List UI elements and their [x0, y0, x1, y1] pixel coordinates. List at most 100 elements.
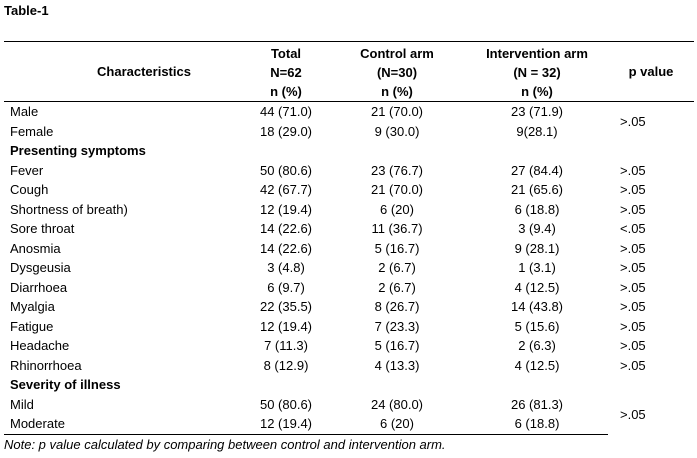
table-header-row: Characteristics Total N=62 n (%) Control… — [4, 41, 694, 102]
row-label: Fever — [10, 162, 44, 178]
cell-intervention: 6 (18.8) — [514, 201, 560, 217]
cell-intervention: 26 (81.3) — [510, 396, 564, 412]
cell-intervention: 23 (71.9) — [466, 101, 608, 122]
row-label: Moderate — [4, 414, 244, 435]
cell-control: 24 (80.0) — [370, 396, 424, 412]
cell-control: 21 (70.0) — [370, 182, 424, 197]
cell-intervention: 3 (9.4) — [518, 221, 556, 236]
cell-total: 8 (12.9) — [263, 357, 309, 373]
row-label: Mild — [10, 396, 34, 412]
header-control: Control arm (N=30) n (%) — [328, 42, 466, 102]
cell-p-value: >.05 — [620, 201, 646, 217]
row-label: Sore throat — [10, 221, 75, 236]
row-label: Diarrhoea — [10, 279, 68, 295]
table-row: Rhinorrhoea 8 (12.9) 4 (13.3) 4 (12.5) >… — [4, 356, 694, 376]
cell-p-value: >.05 — [620, 299, 646, 314]
row-label: Fatigue — [10, 318, 54, 334]
cell-p-value: >.05 — [608, 101, 694, 141]
cell-total: 14 (22.6) — [259, 240, 313, 256]
section-heading-row: Presenting symptoms — [4, 141, 694, 161]
cell-control: 2 (6.7) — [378, 260, 416, 275]
section-heading-symptoms: Presenting symptoms — [10, 143, 146, 158]
table-row: Shortness of breath) 12 (19.4) 6 (20) 6 … — [4, 200, 694, 220]
table-row: Dysgeusia 3 (4.8) 2 (6.7) 1 (3.1) >.05 — [4, 258, 694, 278]
table-row: Sore throat 14 (22.6) 11 (36.7) 3 (9.4) … — [4, 219, 694, 239]
cell-intervention: 5 (15.6) — [514, 318, 560, 334]
cell-total: 50 (80.6) — [259, 396, 313, 412]
table-row: Headache 7 (11.3) 5 (16.7) 2 (6.3) >.05 — [4, 336, 694, 356]
cell-total: 7 (11.3) — [264, 338, 308, 353]
section-heading-row: Severity of illness — [4, 375, 694, 395]
cell-intervention: 9 (28.1) — [514, 240, 560, 256]
cell-intervention: 4 (12.5) — [514, 357, 560, 373]
table-row: Fever 50 (80.6) 23 (76.7) 27 (84.4) >.05 — [4, 161, 694, 181]
header-intervention-line2: (N = 32) — [513, 65, 561, 80]
cell-intervention: 21 (65.6) — [510, 182, 564, 197]
cell-intervention: 6 (18.8) — [466, 414, 608, 435]
cell-p-value: >.05 — [620, 318, 646, 334]
header-control-line3: n (%) — [381, 84, 413, 99]
header-p-value: p value — [628, 64, 674, 79]
header-intervention: Intervention arm (N = 32) n (%) — [466, 42, 608, 102]
cell-control: 23 (76.7) — [370, 162, 424, 178]
cell-p-value: >.05 — [620, 406, 646, 422]
cell-p-value: >.05 — [620, 357, 646, 373]
table-row: Diarrhoea 6 (9.7) 2 (6.7) 4 (12.5) >.05 — [4, 278, 694, 298]
cell-total: 50 (80.6) — [259, 162, 313, 178]
cell-p-value: >.05 — [620, 240, 646, 256]
cell-control: 9 (30.0) — [374, 123, 420, 139]
cell-control: 11 (36.7) — [371, 221, 423, 236]
row-label: Male — [4, 101, 244, 122]
table-row: Cough 42 (67.7) 21 (70.0) 21 (65.6) >.05 — [4, 180, 694, 200]
table-row: Moderate 12 (19.4) 6 (20) 6 (18.8) — [4, 414, 694, 435]
cell-control: 8 (26.7) — [374, 299, 420, 314]
cell-total: 18 (29.0) — [259, 123, 313, 139]
cell-total: 3 (4.8) — [267, 260, 305, 275]
table-row: Fatigue 12 (19.4) 7 (23.3) 5 (15.6) >.05 — [4, 317, 694, 337]
cell-p-value: <.05 — [620, 221, 646, 236]
cell-total: 42 (67.7) — [259, 182, 313, 197]
header-intervention-line1: Intervention arm — [486, 46, 588, 61]
header-total-line2: N=62 — [270, 65, 302, 80]
cell-p-value: >.05 — [620, 279, 646, 295]
cell-total: 12 (19.4) — [244, 414, 328, 435]
table-row: Mild 50 (80.6) 24 (80.0) 26 (81.3) >.05 — [4, 395, 694, 422]
cell-control: 5 (16.7) — [374, 240, 420, 256]
row-label: Myalgia — [10, 299, 55, 314]
table-footnote: Note: p value calculated by comparing be… — [4, 437, 446, 452]
table-row: Myalgia 22 (35.5) 8 (26.7) 14 (43.8) >.0… — [4, 297, 694, 317]
table-row: Male 44 (71.0) 21 (70.0) 23 (71.9) >.05 — [4, 101, 694, 141]
row-label: Rhinorrhoea — [10, 357, 82, 373]
cell-total: 12 (19.4) — [259, 318, 313, 334]
cell-total: 22 (35.5) — [259, 299, 313, 314]
cell-p-value: >.05 — [620, 162, 646, 178]
cell-control: 21 (70.0) — [328, 101, 466, 122]
cell-total: 14 (22.6) — [259, 221, 313, 236]
cell-control: 4 (13.3) — [374, 357, 420, 373]
cell-intervention: 2 (6.3) — [518, 338, 556, 353]
cell-intervention: 27 (84.4) — [510, 162, 564, 178]
characteristics-table: Characteristics Total N=62 n (%) Control… — [4, 41, 694, 435]
header-control-line2: (N=30) — [376, 65, 418, 80]
cell-control: 6 (20) — [380, 201, 414, 217]
table-title: Table-1 — [4, 3, 49, 18]
row-label: Headache — [10, 338, 70, 353]
cell-p-value: >.05 — [620, 338, 646, 353]
header-intervention-line3: n (%) — [521, 84, 553, 99]
table-row: Anosmia 14 (22.6) 5 (16.7) 9 (28.1) >.05 — [4, 239, 694, 259]
row-label: Anosmia — [10, 240, 61, 256]
cell-total: 6 (9.7) — [267, 279, 305, 295]
cell-control: 5 (16.7) — [374, 338, 420, 353]
header-control-line1: Control arm — [360, 46, 434, 61]
cell-p-value: >.05 — [620, 182, 646, 197]
cell-control: 6 (20) — [328, 414, 466, 435]
cell-total: 44 (71.0) — [244, 101, 328, 122]
section-heading-severity: Severity of illness — [10, 377, 121, 392]
cell-control: 7 (23.3) — [374, 318, 420, 334]
header-total: Total N=62 n (%) — [244, 42, 328, 102]
cell-p-value: >.05 — [620, 260, 646, 275]
row-label: Shortness of breath) — [10, 201, 128, 217]
cell-intervention: 1 (3.1) — [518, 260, 556, 275]
header-characteristics: Characteristics — [97, 64, 191, 79]
row-label: Female — [10, 123, 54, 139]
